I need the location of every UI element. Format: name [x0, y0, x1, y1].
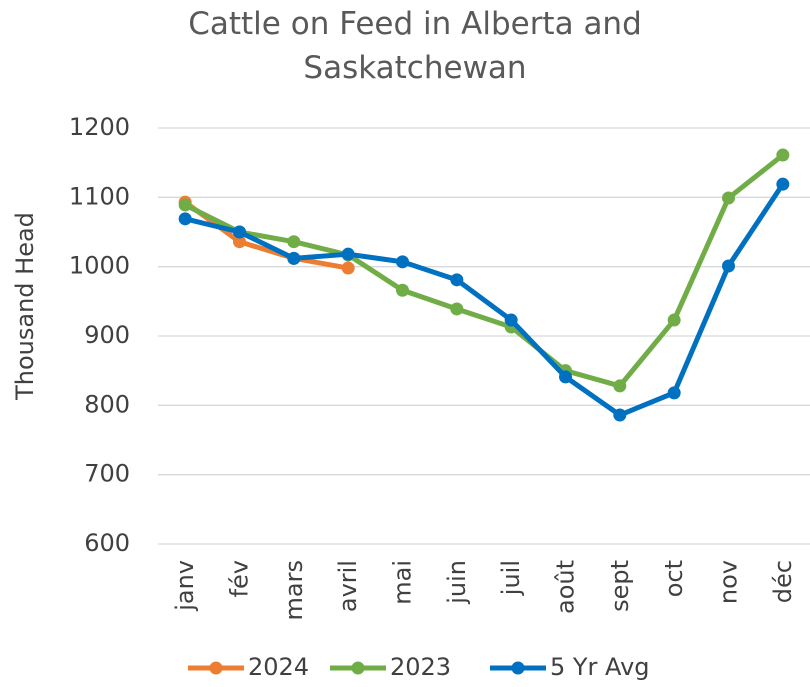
x-tick-label: mars [280, 560, 308, 620]
chart-title: Cattle on Feed in Alberta and Saskatchew… [188, 6, 642, 86]
data-point [722, 259, 735, 273]
legend-marker [351, 661, 365, 675]
y-tick-label: 1000 [69, 252, 130, 280]
data-point [776, 177, 790, 191]
data-point [287, 251, 301, 265]
x-tick-label: nov [715, 560, 743, 604]
legend-label: 5 Yr Avg [550, 653, 650, 681]
data-point [341, 247, 355, 261]
data-point [396, 283, 409, 297]
y-tick-label: 600 [84, 529, 130, 557]
data-point [233, 235, 246, 249]
x-tick-label: déc [769, 560, 797, 603]
series-line [184, 182, 785, 418]
x-tick-label: sept [606, 560, 634, 612]
data-point [776, 148, 790, 162]
data-point [722, 191, 735, 205]
data-point [667, 313, 681, 327]
x-tick-label: mai [389, 560, 417, 605]
data-point [396, 255, 409, 269]
y-tick-label: 800 [84, 390, 130, 418]
legend-label: 2023 [390, 653, 451, 681]
x-tick-label: août [552, 560, 580, 614]
x-tick-label: janv [171, 560, 199, 612]
data-point [667, 386, 681, 400]
legend-label: 2024 [248, 653, 309, 681]
x-tick-label: oct [660, 560, 688, 597]
x-tick-label: juin [443, 560, 471, 605]
data-point [559, 370, 572, 384]
x-tick-label: juil [497, 560, 525, 596]
data-point [341, 261, 355, 275]
data-point [233, 225, 246, 239]
data-point [178, 212, 192, 226]
legend-marker [209, 661, 223, 675]
data-point [504, 313, 518, 327]
legend-marker [511, 661, 525, 675]
y-tick-label: 1200 [69, 113, 130, 141]
data-point [450, 273, 464, 287]
data-point [178, 198, 192, 212]
y-tick-label: 700 [84, 460, 130, 488]
data-point [613, 379, 627, 393]
x-tick-label: avril [334, 560, 362, 612]
x-tick-label: fév [226, 560, 254, 597]
y-tick-label: 1100 [69, 182, 130, 210]
y-axis-label: Thousand Head [11, 212, 39, 401]
series-line [184, 153, 785, 389]
data-point [613, 408, 627, 422]
data-point [450, 302, 464, 316]
series-line [183, 200, 349, 271]
y-tick-label: 900 [84, 321, 130, 349]
data-point [287, 235, 301, 249]
